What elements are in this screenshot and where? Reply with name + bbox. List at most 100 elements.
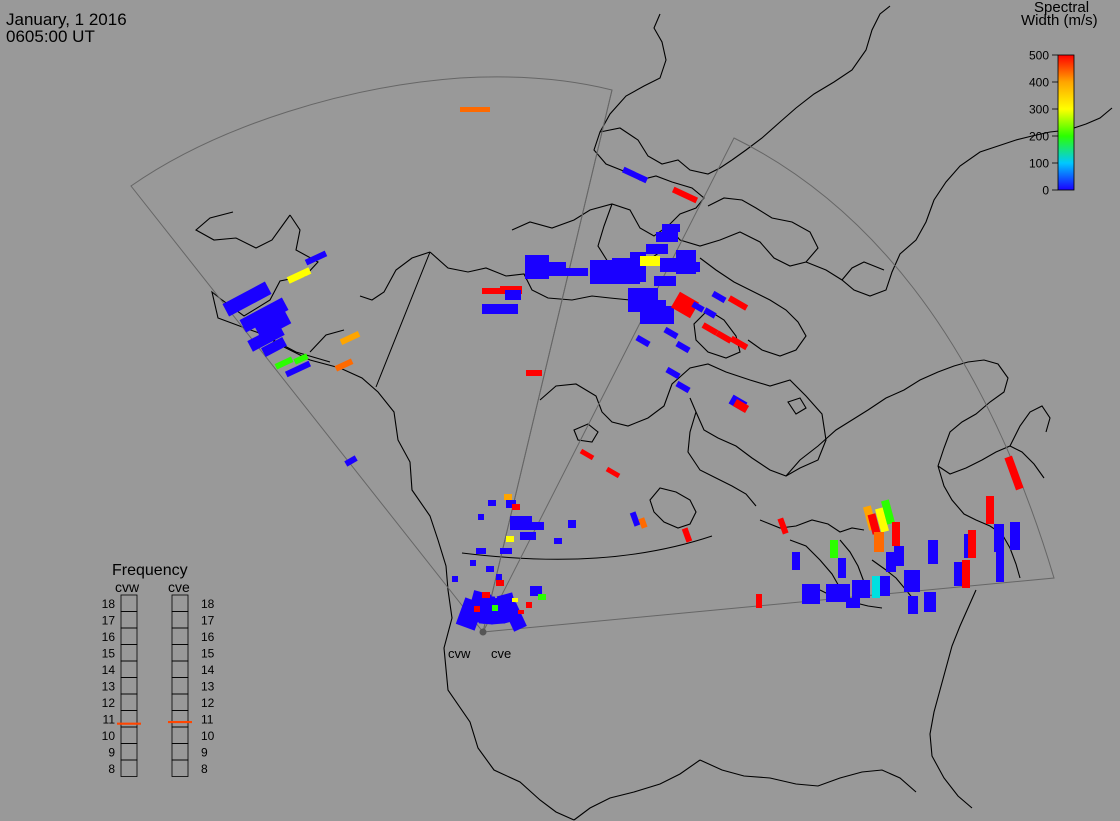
echo-cell [474,606,480,612]
frequency-cell [171,644,189,662]
echo-cell [968,530,976,558]
colorbar-title-line2: Width (m/s) [1021,12,1098,29]
echo-cell [908,596,918,614]
echo-cell [506,500,516,508]
fov-cve [482,137,1055,633]
echo-cell [482,592,490,598]
frequency-cell [120,644,138,662]
frequency-column-cvw [117,594,141,777]
echo-cell [293,353,309,365]
echo-cell [518,610,524,614]
frequency-scale-label-right: 11 [201,712,214,726]
frequency-scale-label-left: 9 [108,745,115,759]
frequency-cell [120,759,138,777]
echo-cell [1010,522,1020,550]
echo-cell [525,255,549,279]
colorbar-ticks: 500 400 300 200 100 0 [1029,49,1058,198]
echo-cell [492,605,498,611]
frequency-scale-labels: 18 18 17 17 16 16 15 15 14 14 13 13 12 12 11 11 10 10 9 9 8 8 [102,597,215,776]
radar-site-label-cve: cve [491,646,511,661]
frequency-cell [120,726,138,744]
echo-cell [222,281,272,317]
echo-cell [526,602,532,608]
colorbar-tick-label: 200 [1029,130,1049,144]
frequency-cell [171,726,189,744]
echo-cell [711,290,727,304]
frequency-scale-label-right: 18 [201,597,215,611]
fields-of-view [130,76,1055,634]
echo-cell [344,455,358,467]
frequency-scale-label-left: 12 [102,696,116,710]
colorbar-scale [1057,54,1075,191]
frequency-scale-label-left: 16 [102,630,116,644]
echo-cell [802,584,820,604]
echo-cell [830,540,838,558]
echo-cell [904,570,920,592]
echo-cell [605,466,621,479]
frequency-column-cve [168,594,192,777]
echo-cell [579,448,595,461]
echo-cell [670,291,700,319]
echo-cell [254,310,292,340]
echo-cell [554,538,562,544]
echo-cell [675,340,691,354]
echo-cell [334,358,354,372]
echo-cell [729,335,749,351]
boundaries [375,251,713,560]
frequency-cell [171,759,189,777]
colorbar: 500 400 300 200 100 0 [1029,49,1075,198]
echo-cell [727,295,749,311]
echo-cell [867,513,881,535]
echo-cell [530,522,544,530]
frequency-title: Frequency [112,562,188,579]
echo-cell [635,334,651,348]
echo-cell [621,166,649,184]
colorbar-tick-label: 0 [1042,184,1049,198]
frequency-cell [171,743,189,761]
echo-cell [568,520,576,528]
frequency-cell [171,710,189,728]
echo-cell [715,330,733,344]
echo-cell [881,499,895,525]
echo-cell [852,580,870,598]
echo-cell [875,507,889,533]
frequency-scale-label-right: 12 [201,696,215,710]
frequency-scale-label-right: 17 [201,613,215,627]
echo-cell [872,576,880,598]
echo-cell [996,550,1004,582]
echo-cell [566,268,588,276]
colorbar-tick-label: 300 [1029,103,1049,117]
echo-cell [470,560,476,566]
echo-cell [663,326,679,340]
frequency-scale-label-left: 10 [102,729,116,743]
frequency-scale-label-right: 13 [201,679,215,693]
echo-cell [691,301,705,313]
echo-cell [546,262,566,276]
frequency-panel: Frequency cvw cve 18 18 17 17 16 16 15 15 14 14 13… [102,562,215,777]
frequency-cell [171,594,189,612]
echo-cell [452,576,458,582]
echo-cell [646,244,668,254]
echo-cell [503,602,527,632]
frequency-scale-label-right: 16 [201,630,215,644]
radar-site-marker [479,628,487,636]
fov-cvw [130,76,613,634]
echo-cell [496,574,502,580]
frequency-radar-label-cve: cve [168,579,190,595]
frequency-scale-label-right: 9 [201,745,208,759]
colorbar-tick-label: 100 [1029,157,1049,171]
echo-cell [286,267,312,284]
time-label: 0605:00 UT [6,27,95,46]
echo-cell [239,297,289,333]
echo-cell [505,290,521,300]
frequency-cell [120,743,138,761]
frequency-cell [120,677,138,695]
coastlines [195,5,1113,821]
frequency-cell [171,660,189,678]
echo-cell [512,598,518,602]
echo-cell [526,370,542,376]
frequency-cell [120,693,138,711]
echo-cell [530,586,542,596]
